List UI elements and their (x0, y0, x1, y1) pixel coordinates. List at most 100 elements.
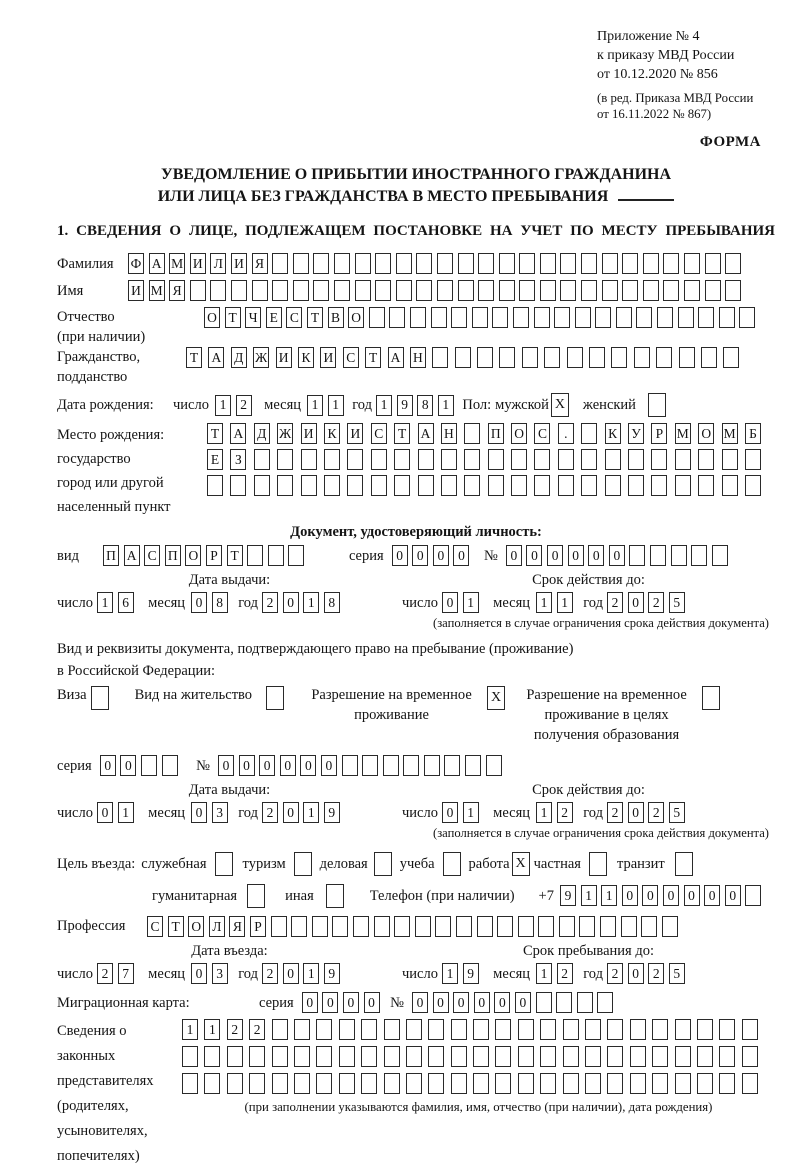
char-cell[interactable] (405, 1019, 422, 1041)
char-cell[interactable] (601, 253, 618, 275)
char-cell[interactable]: 0 (322, 992, 339, 1014)
char-cell[interactable]: 0 (588, 545, 605, 567)
char-cell[interactable] (585, 1046, 602, 1068)
purpose-humanitarian-checkbox[interactable] (247, 883, 266, 908)
char-cell[interactable]: 8 (211, 592, 228, 614)
char-cell[interactable] (677, 307, 694, 329)
char-cell[interactable] (495, 1046, 512, 1068)
char-cell[interactable] (471, 307, 488, 329)
char-cell[interactable] (517, 1073, 534, 1095)
char-cell[interactable]: М (169, 253, 186, 275)
char-cell[interactable] (615, 307, 632, 329)
char-cell[interactable] (629, 1019, 646, 1041)
char-cell[interactable] (517, 915, 534, 937)
char-cell[interactable]: 0 (441, 592, 458, 614)
char-cell[interactable] (362, 755, 379, 777)
char-cell[interactable]: А (148, 253, 165, 275)
char-cell[interactable] (270, 915, 287, 937)
char-cell[interactable]: 0 (627, 592, 644, 614)
char-cell[interactable] (226, 1046, 243, 1068)
char-cell[interactable] (323, 475, 340, 497)
char-cell[interactable] (576, 992, 593, 1014)
char-cell[interactable] (292, 280, 309, 302)
char-cell[interactable] (562, 1046, 579, 1068)
char-cell[interactable] (454, 347, 471, 369)
char-cell[interactable] (347, 475, 364, 497)
char-cell[interactable] (641, 915, 658, 937)
char-cell[interactable] (633, 347, 650, 369)
char-cell[interactable] (338, 1019, 355, 1041)
char-cell[interactable] (473, 1019, 490, 1041)
char-cell[interactable] (464, 423, 481, 445)
char-cell[interactable]: Д (253, 423, 270, 445)
char-cell[interactable] (534, 475, 551, 497)
char-cell[interactable] (721, 449, 738, 471)
char-cell[interactable] (207, 475, 223, 497)
char-cell[interactable] (698, 449, 715, 471)
char-cell[interactable] (253, 449, 270, 471)
char-cell[interactable] (629, 1073, 646, 1095)
char-cell[interactable] (607, 1073, 624, 1095)
char-cell[interactable] (361, 1019, 378, 1041)
char-cell[interactable] (622, 280, 639, 302)
char-cell[interactable]: С (370, 423, 387, 445)
char-cell[interactable]: Я (169, 280, 186, 302)
purpose-work-checkbox[interactable]: X (511, 851, 530, 876)
char-cell[interactable] (487, 449, 504, 471)
char-cell[interactable]: А (123, 545, 140, 567)
char-cell[interactable] (476, 915, 493, 937)
char-cell[interactable] (579, 915, 596, 937)
char-cell[interactable] (389, 307, 406, 329)
char-cell[interactable] (554, 307, 571, 329)
visa-checkbox[interactable] (90, 686, 109, 711)
char-cell[interactable] (450, 1046, 467, 1068)
char-cell[interactable]: 2 (648, 802, 665, 824)
char-cell[interactable] (674, 1019, 691, 1041)
char-cell[interactable]: 0 (526, 545, 543, 567)
char-cell[interactable] (251, 280, 268, 302)
char-cell[interactable]: Д (230, 347, 247, 369)
char-cell[interactable]: 6 (117, 592, 134, 614)
char-cell[interactable]: 0 (191, 802, 208, 824)
char-cell[interactable]: 9 (323, 963, 340, 985)
char-cell[interactable]: 3 (211, 963, 228, 985)
char-cell[interactable] (562, 1073, 579, 1095)
char-cell[interactable]: К (604, 423, 621, 445)
char-cell[interactable] (405, 1073, 422, 1095)
char-cell[interactable]: Т (167, 915, 184, 937)
char-cell[interactable]: 0 (473, 992, 490, 1014)
char-cell[interactable] (383, 1046, 400, 1068)
char-cell[interactable] (395, 280, 412, 302)
char-cell[interactable]: 0 (441, 802, 458, 824)
char-cell[interactable] (375, 280, 392, 302)
char-cell[interactable]: О (511, 423, 528, 445)
char-cell[interactable] (674, 449, 691, 471)
char-cell[interactable]: З (230, 449, 247, 471)
char-cell[interactable] (313, 253, 330, 275)
char-cell[interactable]: П (164, 545, 181, 567)
char-cell[interactable] (267, 545, 284, 567)
temp-residence-education-checkbox[interactable] (702, 686, 721, 711)
char-cell[interactable]: И (275, 347, 292, 369)
char-cell[interactable] (230, 280, 247, 302)
char-cell[interactable]: Ж (253, 347, 270, 369)
char-cell[interactable] (313, 280, 330, 302)
char-cell[interactable] (581, 253, 598, 275)
char-cell[interactable] (560, 253, 577, 275)
char-cell[interactable] (607, 1046, 624, 1068)
char-cell[interactable] (607, 1019, 624, 1041)
char-cell[interactable]: 2 (556, 963, 573, 985)
char-cell[interactable] (629, 1046, 646, 1068)
char-cell[interactable] (394, 449, 411, 471)
char-cell[interactable] (719, 1019, 736, 1041)
char-cell[interactable] (629, 545, 646, 567)
char-cell[interactable]: Е (265, 307, 282, 329)
char-cell[interactable]: Т (365, 347, 382, 369)
char-cell[interactable] (696, 1019, 713, 1041)
char-cell[interactable]: Т (186, 347, 202, 369)
char-cell[interactable] (450, 1073, 467, 1095)
char-cell[interactable] (288, 545, 305, 567)
char-cell[interactable] (517, 1046, 534, 1068)
char-cell[interactable]: М (721, 423, 738, 445)
char-cell[interactable]: 9 (559, 885, 576, 907)
